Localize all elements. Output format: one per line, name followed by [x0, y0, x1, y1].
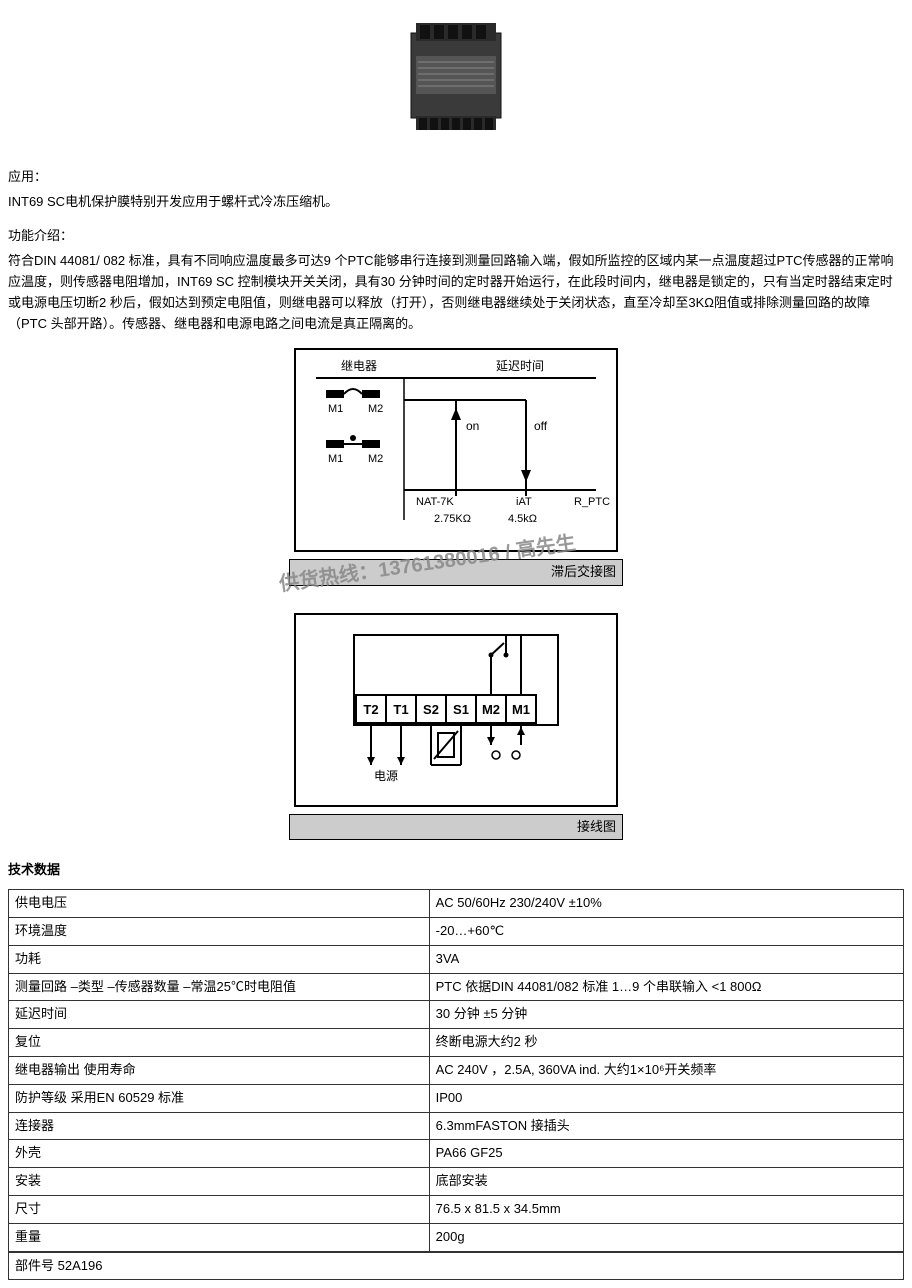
spec-value: 30 分钟 ±5 分钟: [429, 1001, 903, 1029]
svg-text:off: off: [534, 419, 548, 433]
table-row: 功耗3VA: [9, 945, 904, 973]
spec-key: 安装: [9, 1168, 430, 1196]
application-label: 应用：: [8, 167, 904, 188]
spec-value: 底部安装: [429, 1168, 903, 1196]
table-row: 连接器6.3mmFASTON 接插头: [9, 1112, 904, 1140]
spec-key: 尺寸: [9, 1195, 430, 1223]
table-row: 延迟时间30 分钟 ±5 分钟: [9, 1001, 904, 1029]
spec-key: 功耗: [9, 945, 430, 973]
table-row: 测量回路 –类型 –传感器数量 –常温25℃时电阻值PTC 依据DIN 4408…: [9, 973, 904, 1001]
diagram2-caption: 接线图: [289, 814, 623, 841]
spec-value: PTC 依据DIN 44081/082 标准 1…9 个串联输入 <1 800Ω: [429, 973, 903, 1001]
spec-key: 环境温度: [9, 917, 430, 945]
svg-text:T1: T1: [393, 702, 408, 717]
diagram1-caption: 滞后交接图: [289, 559, 623, 586]
svg-text:4.5kΩ: 4.5kΩ: [508, 513, 537, 525]
product-svg: [386, 8, 526, 148]
svg-text:M1: M1: [328, 403, 343, 415]
spec-key: 外壳: [9, 1140, 430, 1168]
function-label: 功能介绍：: [8, 226, 904, 247]
svg-text:on: on: [466, 419, 479, 433]
spec-value: AC 240V ，2.5A, 360VA ind. 大约1×10⁶开关频率: [429, 1056, 903, 1084]
table-row: 环境温度-20…+60℃: [9, 917, 904, 945]
svg-text:M2: M2: [368, 403, 383, 415]
spec-key: 供电电压: [9, 890, 430, 918]
hysteresis-diagram: 继电器 延迟时间 M1 M2 M1 M2 on off: [294, 348, 618, 552]
spec-key: 防护等级 采用EN 60529 标准: [9, 1084, 430, 1112]
spec-table: 供电电压AC 50/60Hz 230/240V ±10%环境温度-20…+60℃…: [8, 889, 904, 1251]
diagram-container: 继电器 延迟时间 M1 M2 M1 M2 on off: [8, 348, 904, 840]
part-number-row: 部件号 52A196: [8, 1252, 904, 1281]
svg-text:M1: M1: [512, 702, 530, 717]
svg-text:M2: M2: [482, 702, 500, 717]
table-row: 供电电压AC 50/60Hz 230/240V ±10%: [9, 890, 904, 918]
table-row: 重量200g: [9, 1223, 904, 1251]
table-row: 继电器输出 使用寿命AC 240V ，2.5A, 360VA ind. 大约1×…: [9, 1056, 904, 1084]
spec-key: 重量: [9, 1223, 430, 1251]
spec-value: 76.5 x 81.5 x 34.5mm: [429, 1195, 903, 1223]
svg-text:延迟时间: 延迟时间: [496, 359, 544, 373]
application-text: INT69 SC电机保护膜特别开发应用于螺杆式冷冻压缩机。: [8, 192, 904, 213]
spec-value: 终断电源大约2 秒: [429, 1029, 903, 1057]
spec-value: 3VA: [429, 945, 903, 973]
part-number: 部件号 52A196: [9, 1252, 904, 1280]
table-row: 防护等级 采用EN 60529 标准IP00: [9, 1084, 904, 1112]
spec-value: AC 50/60Hz 230/240V ±10%: [429, 890, 903, 918]
function-text: 符合DIN 44081/ 082 标准，具有不同响应温度最多可达9 个PTC能够…: [8, 251, 904, 334]
spec-value: PA66 GF25: [429, 1140, 903, 1168]
spec-key: 连接器: [9, 1112, 430, 1140]
product-image: [8, 8, 904, 155]
table-row: 外壳PA66 GF25: [9, 1140, 904, 1168]
table-row: 安装底部安装: [9, 1168, 904, 1196]
spec-value: 200g: [429, 1223, 903, 1251]
spec-key: 测量回路 –类型 –传感器数量 –常温25℃时电阻值: [9, 973, 430, 1001]
tech-data-title: 技术数据: [8, 860, 904, 881]
svg-text:S2: S2: [423, 702, 439, 717]
svg-text:M2: M2: [368, 453, 383, 465]
table-row: 尺寸76.5 x 81.5 x 34.5mm: [9, 1195, 904, 1223]
spec-key: 复位: [9, 1029, 430, 1057]
svg-text:电源: 电源: [374, 769, 398, 783]
svg-text:T2: T2: [363, 702, 378, 717]
spec-key: 继电器输出 使用寿命: [9, 1056, 430, 1084]
svg-text:继电器: 继电器: [341, 359, 377, 373]
wiring-diagram: T2 T1 S2 S1 M2 M1 电源: [294, 613, 618, 807]
spec-key: 延迟时间: [9, 1001, 430, 1029]
svg-text:M1: M1: [328, 453, 343, 465]
svg-text:2.75KΩ: 2.75KΩ: [434, 513, 471, 525]
spec-value: 6.3mmFASTON 接插头: [429, 1112, 903, 1140]
svg-text:NAT-7K: NAT-7K: [416, 496, 454, 508]
svg-text:iAT: iAT: [516, 496, 532, 508]
table-row: 复位终断电源大约2 秒: [9, 1029, 904, 1057]
spec-value: IP00: [429, 1084, 903, 1112]
svg-text:R_PTC: R_PTC: [574, 496, 610, 508]
svg-text:S1: S1: [453, 702, 469, 717]
spec-value: -20…+60℃: [429, 917, 903, 945]
